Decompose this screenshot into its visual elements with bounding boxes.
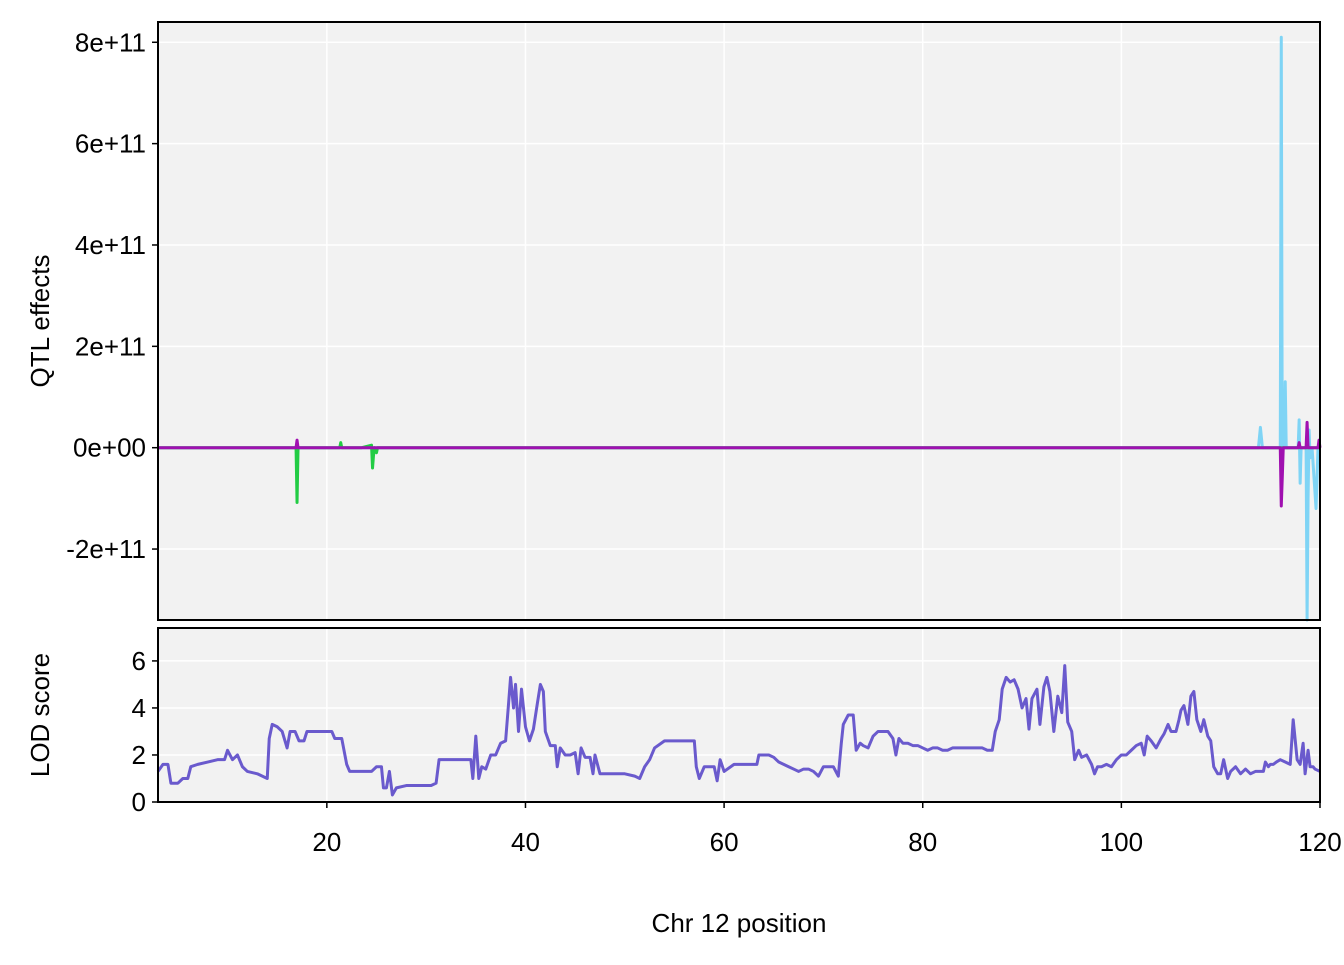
y-tick-label: 6e+11 xyxy=(75,129,146,159)
y-tick-label: 0 xyxy=(132,787,146,817)
qtl-effects-y-axis-label: QTL effects xyxy=(25,255,55,388)
y-tick-label: -2e+11 xyxy=(66,534,146,564)
qtl-effects-y-ticks: -2e+11 0e+00 2e+11 4e+11 6e+11 8e+11 xyxy=(66,27,158,564)
series-line-2 xyxy=(158,420,1322,508)
series-line-0 xyxy=(156,664,1321,797)
x-tick-label: 60 xyxy=(710,827,739,857)
x-axis-label: Chr 12 position xyxy=(652,908,827,938)
y-tick-label: 2e+11 xyxy=(75,331,146,361)
y-tick-label: 4 xyxy=(132,693,146,723)
lod-score-y-ticks: 0 2 4 6 xyxy=(132,646,158,817)
y-tick-label: 2 xyxy=(132,740,146,770)
y-tick-label: 8e+11 xyxy=(75,27,146,57)
qtl-effects-series xyxy=(158,35,1322,622)
x-tick-label: 20 xyxy=(312,827,341,857)
x-tick-label: 40 xyxy=(511,827,540,857)
lod-score-plot-area xyxy=(158,628,1320,802)
qtl-effects-plot-area xyxy=(158,22,1320,620)
lod-score-y-axis-label: LOD score xyxy=(25,653,55,777)
y-tick-label: 4e+11 xyxy=(75,230,146,260)
lod-score-frame xyxy=(157,627,1321,803)
qtl-effects-frame xyxy=(157,21,1321,621)
x-tick-label: 80 xyxy=(908,827,937,857)
x-tick-label: 100 xyxy=(1100,827,1143,857)
x-tick-label: 120 xyxy=(1298,827,1341,857)
lod-score-panel: 0 2 4 6 20 40 60 80 100 120 LOD score Chr 12 pos… xyxy=(25,627,1342,938)
y-tick-label: 0e+00 xyxy=(73,433,146,463)
x-axis-ticks: 20 40 60 80 100 120 xyxy=(312,802,1342,857)
lod-score-series xyxy=(156,664,1321,797)
y-tick-label: 6 xyxy=(132,646,146,676)
qtl-effects-panel: -2e+11 0e+00 2e+11 4e+11 6e+11 8e+11 QTL effe… xyxy=(25,21,1322,622)
